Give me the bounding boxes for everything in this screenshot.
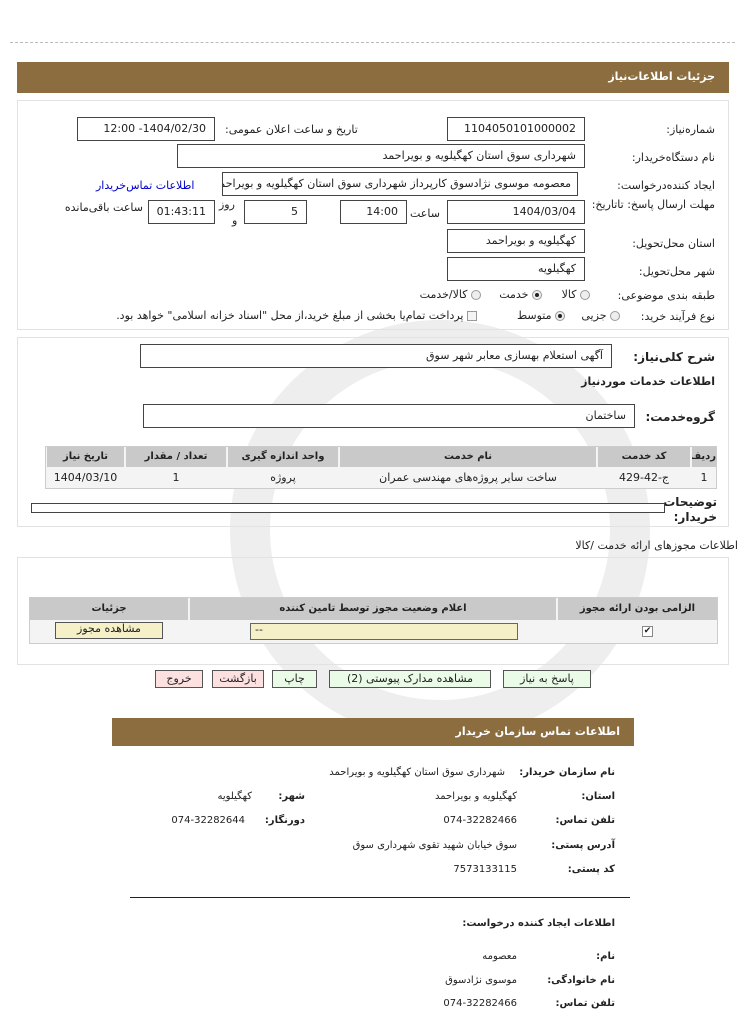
radio-selected-icon[interactable] — [532, 290, 542, 300]
licenses-panel — [17, 557, 729, 665]
time-label: ساعت — [410, 207, 440, 220]
announce-field: 1404/02/30- 12:00 — [77, 117, 215, 141]
city-label: شهر محل‌تحویل: — [638, 265, 715, 278]
category-option-goods[interactable]: کالا — [562, 288, 590, 301]
col-unit: واحد اندازه گیری — [228, 447, 338, 467]
reply-button[interactable]: پاسخ به نیاز — [503, 670, 591, 688]
fax-label: دورنگار: — [264, 815, 305, 826]
radio-icon[interactable] — [610, 311, 620, 321]
province-label: استان محل‌تحویل: — [632, 237, 715, 250]
address-value: سوق خیابان شهید تقوی شهرداری سوق — [352, 840, 517, 851]
city-value: کهگیلویه — [217, 791, 252, 802]
process-option-medium[interactable]: متوسط — [517, 309, 565, 322]
name-label: نام: — [596, 951, 615, 962]
province-label: استان: — [581, 791, 615, 802]
page-title: جزئیات اطلاعات‌نیاز — [608, 70, 715, 83]
remaining-label: ساعت باقی‌مانده — [64, 201, 143, 214]
col-status: اعلام وضعیت مجوز توسط تامین کننده — [190, 598, 556, 620]
buyer-notes-field — [31, 503, 665, 513]
days-field: 5 — [244, 200, 307, 224]
group-label: گروه‌خدمت: — [645, 410, 716, 424]
top-divider — [10, 42, 735, 43]
contact-header: اطلاعات تماس سازمان خریدار — [112, 718, 634, 746]
summary-field: آگهی استعلام بهسازی معابر شهر سوق — [140, 344, 612, 368]
buyer-org-field: شهرداری سوق استان کهگیلویه و بویراحمد — [177, 144, 585, 168]
print-button[interactable]: چاپ — [272, 670, 317, 688]
deadline-label: مهلت ارسال پاسخ: تاتاریخ: — [591, 198, 715, 211]
view-license-button[interactable]: مشاهده مجوز — [55, 622, 163, 639]
buyer-org-label: نام دستگاه‌خریدار: — [631, 151, 715, 164]
exit-button[interactable]: خروج — [155, 670, 203, 688]
creator-title: اطلاعات ایجاد کننده درخواست: — [462, 918, 615, 929]
and-label: و — [232, 214, 238, 227]
radio-selected-icon[interactable] — [555, 311, 565, 321]
cell-date: 1404/03/10 — [53, 471, 118, 484]
province-field: کهگیلویه و بویراحمد — [447, 229, 585, 253]
col-date: تاریخ نیاز — [47, 447, 124, 467]
checkbox-icon[interactable] — [467, 311, 477, 321]
announce-label: تاریخ و ساعت اعلان عمومی: — [225, 123, 358, 136]
col-details: جزئیات — [30, 598, 188, 620]
license-status-field[interactable]: -- — [250, 623, 518, 640]
family-value: موسوی نژادسوق — [445, 975, 517, 986]
postal-label: کد پستی: — [567, 864, 615, 875]
creator-label: ایجاد کننده‌درخواست: — [617, 179, 715, 192]
remaining-time-field: 01:43:11 — [148, 200, 215, 224]
cell-row: 1 — [700, 471, 708, 484]
org-value: شهرداری سوق استان کهگیلویه و بویراحمد — [329, 767, 505, 778]
days-label: روز — [219, 198, 235, 211]
back-button[interactable]: بازگشت — [212, 670, 264, 688]
licenses-title: اطلاعات مجوزهای ارائه خدمت /کالا — [575, 539, 738, 552]
required-checkbox[interactable]: ✔ — [642, 626, 653, 637]
family-label: نام خانوادگی: — [547, 975, 615, 986]
deadline-date-field: 1404/03/04 — [447, 200, 585, 224]
postal-value: 7573133115 — [453, 864, 517, 875]
attachments-button[interactable]: مشاهده مدارک پیوستی (2) — [329, 670, 491, 688]
category-option-service[interactable]: خدمت — [499, 288, 542, 301]
phone-label: تلفن تماس: — [555, 815, 615, 826]
radio-icon[interactable] — [471, 290, 481, 300]
creator-phone-value: 074-32282466 — [443, 998, 517, 1009]
city-field: کهگیلویه — [447, 257, 585, 281]
creator-field: معصومه موسوی نژادسوق کارپرداز شهرداری سو… — [222, 172, 578, 196]
cell-qty: 1 — [172, 471, 180, 484]
contact-title: اطلاعات تماس سازمان خریدار — [455, 725, 620, 738]
city-label: شهر: — [278, 791, 305, 802]
buyer-contact-link[interactable]: اطلاعات تماس‌خریدار — [96, 179, 195, 192]
address-label: آدرس پستی: — [551, 840, 615, 851]
col-qty: تعداد / مقدار — [126, 447, 226, 467]
creator-phone-label: تلفن تماس: — [555, 998, 615, 1009]
details-panel — [17, 100, 729, 330]
col-row: ردیف — [692, 447, 716, 467]
page-header: جزئیات اطلاعات‌نیاز — [17, 62, 729, 93]
process-option-minor[interactable]: جزیی — [581, 309, 620, 322]
services-section-title: اطلاعات خدمات موردنیاز — [581, 375, 715, 388]
phone-value: 074-32282466 — [443, 815, 517, 826]
process-label: نوع فرآیند خرید: — [640, 310, 715, 323]
need-number-label: شماره‌نیاز: — [666, 123, 715, 136]
cell-name: ساخت سایر پروژه‌های مهندسی عمران — [379, 471, 557, 484]
deadline-time-field: 14:00 — [340, 200, 407, 224]
name-value: معصومه — [482, 951, 517, 962]
payment-note[interactable]: پرداخت تمام‌یا بخشی از مبلغ خرید،از محل … — [116, 309, 477, 322]
buyer-notes-label: توضیحات خریدار: — [663, 495, 717, 524]
group-field: ساختمان — [143, 404, 635, 428]
col-code: کد خدمت — [598, 447, 690, 467]
services-panel — [17, 337, 729, 527]
summary-label: شرح کلی‌نیاز: — [633, 350, 715, 364]
org-label: نام سازمان خریدار: — [519, 767, 615, 778]
contact-divider — [130, 897, 630, 898]
cell-unit: پروژه — [270, 471, 296, 484]
col-required: الزامی بودن ارائه مجوز — [558, 598, 717, 620]
col-name: نام خدمت — [340, 447, 596, 467]
radio-icon[interactable] — [580, 290, 590, 300]
province-value: کهگیلویه و بویراحمد — [435, 791, 517, 802]
need-number-field: 1104050101000002 — [447, 117, 585, 141]
cell-code: ج-42-429 — [618, 471, 670, 484]
category-label: طبقه بندی موضوعی: — [617, 289, 715, 302]
category-option-both[interactable]: کالا/خدمت — [420, 288, 481, 301]
fax-value: 074-32282644 — [171, 815, 245, 826]
